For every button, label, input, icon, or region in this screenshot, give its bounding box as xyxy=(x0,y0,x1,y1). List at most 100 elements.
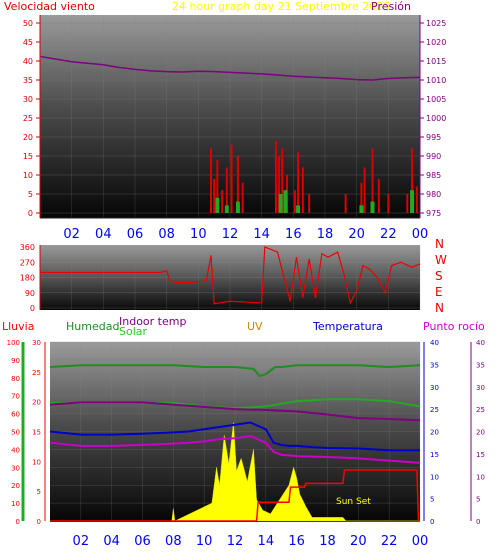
hour-tick-label: 12 xyxy=(222,227,239,242)
solar-radiation-area xyxy=(50,422,420,522)
wind-speed-tick-label: 0 xyxy=(28,209,33,218)
humidity-axis-title: Humedad xyxy=(66,320,119,333)
pressure-axis: 975 980 985 990 995 1000 1005 1010 1015 1020 1025 xyxy=(420,19,446,218)
pressure-tick-label: 1000 xyxy=(426,114,446,123)
pressure-tick-label: 985 xyxy=(426,171,441,180)
wind-speed-tick-label: 45 xyxy=(23,38,33,47)
hour-tick-label: 08 xyxy=(165,534,182,549)
rain-line xyxy=(50,469,420,522)
hour-tick-label: 18 xyxy=(317,227,334,242)
wind-speed-axis-title: Velocidad viento xyxy=(4,0,95,13)
solar-label: Solar xyxy=(119,325,148,338)
temperature-tick-label: 10 xyxy=(476,473,485,481)
uv-tick-label: 40 xyxy=(430,339,439,347)
wind-pressure-series xyxy=(39,55,421,213)
rain-tick-label: 100 xyxy=(7,339,20,347)
rain-axis-title: Lluvia xyxy=(2,320,34,333)
compass-label: N xyxy=(435,237,444,251)
rain-tick-label: 10 xyxy=(11,500,20,508)
compass-label: N xyxy=(435,301,444,315)
uv-tick-label: 10 xyxy=(430,473,439,481)
hour-axis-bottom: 02 04 06 08 10 12 14 16 18 20 22 00 xyxy=(73,534,429,549)
pressure-tick-label: 1015 xyxy=(426,57,446,66)
wind-average-bar xyxy=(224,205,229,213)
rain-tick-label: 90 xyxy=(11,357,20,365)
temperature-tick-label: 35 xyxy=(476,361,485,369)
rain-tick-label: 20 xyxy=(11,482,20,490)
hour-axis-top: 02 04 06 08 10 12 14 16 18 20 22 00 xyxy=(63,227,428,242)
hour-tick-label: 14 xyxy=(258,534,275,549)
rain-tick-label: 80 xyxy=(11,375,20,383)
wind-average-bar xyxy=(283,190,288,213)
wind-average-bar xyxy=(235,201,240,213)
wind-direction-tick-label: 180 xyxy=(20,274,35,283)
hour-tick-label: 16 xyxy=(285,227,302,242)
uv-tick-label: 35 xyxy=(430,361,439,369)
temperature-line xyxy=(49,421,420,452)
wind-direction-line xyxy=(40,246,421,305)
indoor-temp-label: Indoor temp xyxy=(119,315,186,328)
wind-average-bar xyxy=(215,197,220,213)
rain-tick-label: 70 xyxy=(11,393,20,401)
hour-tick-label: 12 xyxy=(227,534,244,549)
pressure-tick-label: 995 xyxy=(426,133,441,142)
pressure-axis-title: Presión xyxy=(371,0,411,13)
compass-label: W xyxy=(435,253,447,267)
humidity-tick-label: 30 xyxy=(32,339,41,347)
wind-direction-axis: 0 90 180 270 360 xyxy=(20,243,35,313)
wind-average-bar xyxy=(370,201,375,213)
wind-pressure-plot-area xyxy=(40,15,420,218)
temp-humidity-series xyxy=(49,364,421,522)
wind-direction-tick-label: 360 xyxy=(20,243,35,252)
temperature-tick-label: 20 xyxy=(476,429,485,437)
uv-tick-label: 0 xyxy=(430,518,434,526)
hour-tick-label: 04 xyxy=(95,227,112,242)
uv-tick-label: 25 xyxy=(430,406,439,414)
wind-direction-tick-label: 270 xyxy=(20,258,35,267)
hour-tick-label: 06 xyxy=(134,534,151,549)
hour-tick-label: 16 xyxy=(288,534,305,549)
hour-tick-label: 08 xyxy=(158,227,175,242)
wind-direction-series xyxy=(40,246,421,305)
wind-pressure-grid xyxy=(40,15,421,218)
wind-average-bar xyxy=(410,190,415,213)
humidity-tick-label: 10 xyxy=(32,458,41,466)
temperature-tick-label: 0 xyxy=(476,518,480,526)
temperature-tick-label: 5 xyxy=(476,496,480,504)
pressure-tick-label: 980 xyxy=(426,190,441,199)
uv-tick-label: 5 xyxy=(430,496,434,504)
wind-speed-axis: 0 5 10 15 20 25 30 35 40 45 50 xyxy=(23,19,40,218)
pressure-tick-label: 1025 xyxy=(426,19,446,28)
rain-tick-label: 30 xyxy=(11,464,20,472)
wind-speed-tick-label: 10 xyxy=(23,171,33,180)
wind-direction-tick-label: 90 xyxy=(25,289,35,298)
compass-label: E xyxy=(435,285,443,299)
dew-point-line xyxy=(49,434,421,464)
hour-tick-label: 22 xyxy=(380,227,397,242)
compass-label: S xyxy=(435,269,443,283)
pressure-tick-label: 1020 xyxy=(426,38,446,47)
wind-speed-tick-label: 25 xyxy=(23,114,33,123)
wind-speed-tick-label: 15 xyxy=(23,152,33,161)
wind-speed-tick-label: 30 xyxy=(23,95,33,104)
hour-tick-label: 14 xyxy=(253,227,270,242)
dew-point-axis-title: Punto rocío xyxy=(423,320,485,333)
temperature-tick-label: 15 xyxy=(476,451,485,459)
wind-direction-tick-label: 0 xyxy=(30,304,35,313)
hour-tick-label: 02 xyxy=(63,227,80,242)
humidity-tick-label: 20 xyxy=(32,399,41,407)
humidity-line xyxy=(49,364,421,378)
hour-tick-label: 22 xyxy=(381,534,398,549)
temperature-tick-label: 40 xyxy=(476,339,485,347)
humidity-tick-label: 5 xyxy=(37,488,41,496)
humidity-tick-label: 0 xyxy=(37,518,41,526)
pressure-tick-label: 990 xyxy=(426,152,441,161)
rain-tick-label: 60 xyxy=(11,411,20,419)
pressure-line xyxy=(39,55,421,81)
temperature-tick-label: 30 xyxy=(476,384,485,392)
temp-humidity-axes: 0 10 20 30 40 50 60 70 80 90 100 0 5 10 15 20 25 30 0 0 5 5 10… xyxy=(7,339,485,526)
wind-average-bar xyxy=(278,194,283,213)
